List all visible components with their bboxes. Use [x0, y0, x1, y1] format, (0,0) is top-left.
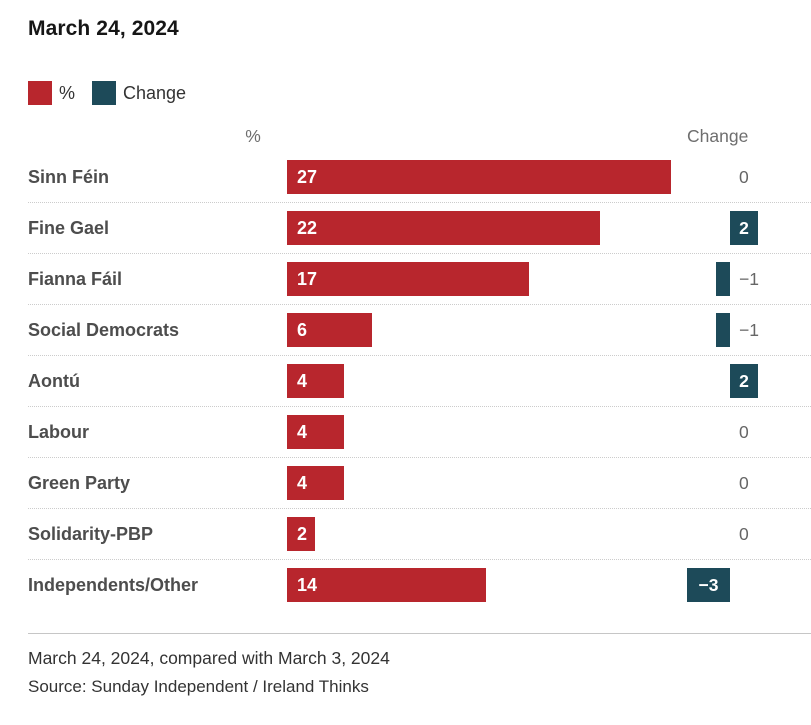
poll-chart-page: { "title": "March 24, 2024", "legend": {… — [0, 16, 811, 725]
chart-row: Social Democrats 6 −1 — [28, 305, 811, 356]
footer-source: Source: Sunday Independent / Ireland Thi… — [28, 677, 369, 696]
percent-bar: 4 — [287, 364, 344, 398]
change-value: −1 — [739, 320, 759, 340]
chart-row: Fianna Fáil 17 −1 — [28, 254, 811, 305]
percent-value: 4 — [297, 371, 308, 391]
percent-bar: 6 — [287, 313, 372, 347]
percent-value: 17 — [297, 269, 318, 289]
party-label: Sinn Féin — [28, 167, 109, 187]
percent-bar: 27 — [287, 160, 671, 194]
percent-swatch-icon — [28, 81, 52, 105]
party-label: Aontú — [28, 371, 80, 391]
change-value: 0 — [739, 167, 749, 187]
percent-value: 2 — [297, 524, 308, 544]
column-headers: % Change — [28, 105, 811, 152]
change-bar — [716, 313, 730, 347]
change-value: 0 — [739, 473, 749, 493]
percent-value: 27 — [297, 167, 318, 187]
legend-item-change: Change — [92, 81, 186, 105]
footer-divider — [28, 633, 811, 634]
legend-label-change: Change — [123, 82, 187, 103]
party-label: Labour — [28, 422, 89, 442]
legend-item-percent: % — [28, 81, 75, 105]
change-bar-with-value: 2 — [730, 364, 758, 398]
percent-bar: 2 — [287, 517, 315, 551]
chart-rows: Sinn Féin 27 0 Fine Gael 22 2 Fianna Fáil 17 −1 S… — [28, 152, 811, 611]
change-swatch-icon — [92, 81, 117, 105]
percent-value: 4 — [297, 422, 308, 442]
percent-bar: 4 — [287, 415, 344, 449]
percent-bar: 22 — [287, 211, 600, 245]
chart-row: Aontú 4 2 — [28, 356, 811, 407]
legend: % Change — [28, 81, 811, 105]
chart-row: Solidarity-PBP 2 0 — [28, 509, 811, 560]
percent-value: 6 — [297, 320, 308, 340]
percent-bar: 4 — [287, 466, 344, 500]
party-label: Independents/Other — [28, 575, 199, 595]
chart-row: Fine Gael 22 2 — [28, 203, 811, 254]
change-value: 0 — [739, 524, 749, 544]
chart-row: Labour 4 0 — [28, 407, 811, 458]
change-value: −1 — [739, 269, 759, 289]
chart-row: Sinn Féin 27 0 — [28, 152, 811, 203]
chart-title: March 24, 2024 — [28, 17, 179, 40]
party-label: Fine Gael — [28, 218, 110, 238]
percent-bar: 17 — [287, 262, 529, 296]
footer-note: March 24, 2024, compared with March 3, 2… — [28, 648, 390, 668]
percent-value: 14 — [297, 575, 318, 595]
legend-label-percent: % — [59, 82, 76, 103]
percent-bar: 14 — [287, 568, 486, 602]
party-label: Social Democrats — [28, 320, 180, 340]
party-label: Solidarity-PBP — [28, 524, 154, 544]
column-header-change: Change — [687, 126, 749, 146]
change-bar-with-value: 2 — [730, 211, 758, 245]
party-label: Fianna Fáil — [28, 269, 123, 289]
party-label: Green Party — [28, 473, 131, 493]
percent-value: 22 — [297, 218, 318, 238]
change-value: 0 — [739, 422, 749, 442]
chart-row: Green Party 4 0 — [28, 458, 811, 509]
column-header-percent: % — [245, 126, 261, 146]
change-bar — [716, 262, 730, 296]
chart-row: Independents/Other 14 −3 — [28, 560, 811, 611]
percent-value: 4 — [297, 473, 308, 493]
change-bar-with-value: −3 — [687, 568, 730, 602]
